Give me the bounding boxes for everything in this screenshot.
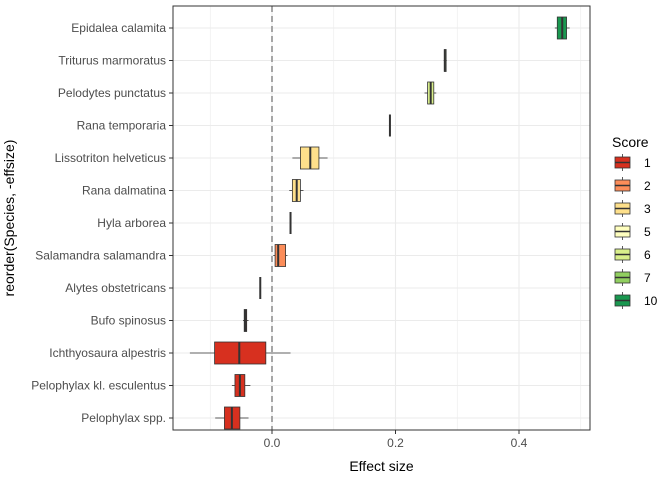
y-tick-label: Alytes obstetricans <box>65 281 166 295</box>
y-tick-label: Hyla arborea <box>97 216 166 230</box>
boxplot-triturus-marmoratus <box>443 49 447 72</box>
x-tick-label: 0.0 <box>264 436 281 450</box>
legend-item-5: 5 <box>614 223 651 240</box>
y-tick-label: Ichthyosaura alpestris <box>49 346 166 360</box>
boxplot-lissotriton-helveticus <box>292 146 328 170</box>
boxplot-pelophylax-spp- <box>215 406 249 430</box>
y-tick-label: Triturus marmoratus <box>58 54 166 68</box>
y-tick-label: Pelodytes punctatus <box>58 86 166 100</box>
legend-item-10: 10 <box>614 292 658 309</box>
y-tick-label: Rana dalmatina <box>82 184 166 198</box>
legend-label: 1 <box>644 156 651 170</box>
legend-item-1: 1 <box>614 154 651 171</box>
boxplot-bufo-spinosus <box>242 309 249 332</box>
y-axis-title: reorder(Species, -effsize) <box>1 140 17 297</box>
legend-label: 3 <box>644 202 651 216</box>
box <box>274 244 286 267</box>
legend-item-6: 6 <box>614 246 651 263</box>
legend-item-7: 7 <box>614 269 651 286</box>
boxplot-rana-dalmatina <box>289 179 304 202</box>
legend-label: 7 <box>644 271 651 285</box>
boxplot-salamandra-salamandra <box>273 244 288 267</box>
boxplot-pelodytes-punctatus <box>424 81 437 105</box>
y-tick-label: Pelophylax spp. <box>81 411 166 425</box>
boxplot-epidalea-calamita <box>554 16 570 40</box>
legend-item-3: 3 <box>614 200 651 217</box>
legend: Score 1 2 3 5 6 7 10 <box>612 134 658 309</box>
boxplot-pelophylax-kl-esculentus <box>231 374 251 397</box>
x-tick-label: 0.4 <box>511 436 528 450</box>
y-tick-label: Rana temporaria <box>77 119 167 133</box>
x-tick-label: 0.2 <box>387 436 404 450</box>
y-tick-label: Lissotriton helveticus <box>55 151 166 165</box>
boxplots <box>189 16 570 430</box>
x-axis: 0.0 0.2 0.4 <box>264 430 528 450</box>
boxplot-ichthyosaura-alpestris <box>189 341 291 365</box>
y-tick-label: Epidalea calamita <box>71 21 166 35</box>
legend-label: 5 <box>644 225 651 239</box>
y-axis: Epidalea calamita Triturus marmoratus Pelo… <box>31 21 173 425</box>
plot-panel-border <box>172 5 591 431</box>
legend-label: 6 <box>644 248 651 262</box>
y-tick-label: Pelophylax kl. esculentus <box>31 379 166 393</box>
y-tick-label: Bufo spinosus <box>91 314 166 328</box>
x-axis-title: Effect size <box>349 458 414 474</box>
grid-lines <box>173 6 590 430</box>
legend-title: Score <box>612 134 649 150</box>
legend-item-2: 2 <box>614 177 651 194</box>
y-tick-label: Salamandra salamandra <box>35 249 166 263</box>
plot-panel <box>173 6 590 430</box>
legend-label: 2 <box>644 179 651 193</box>
legend-label: 10 <box>644 294 658 308</box>
